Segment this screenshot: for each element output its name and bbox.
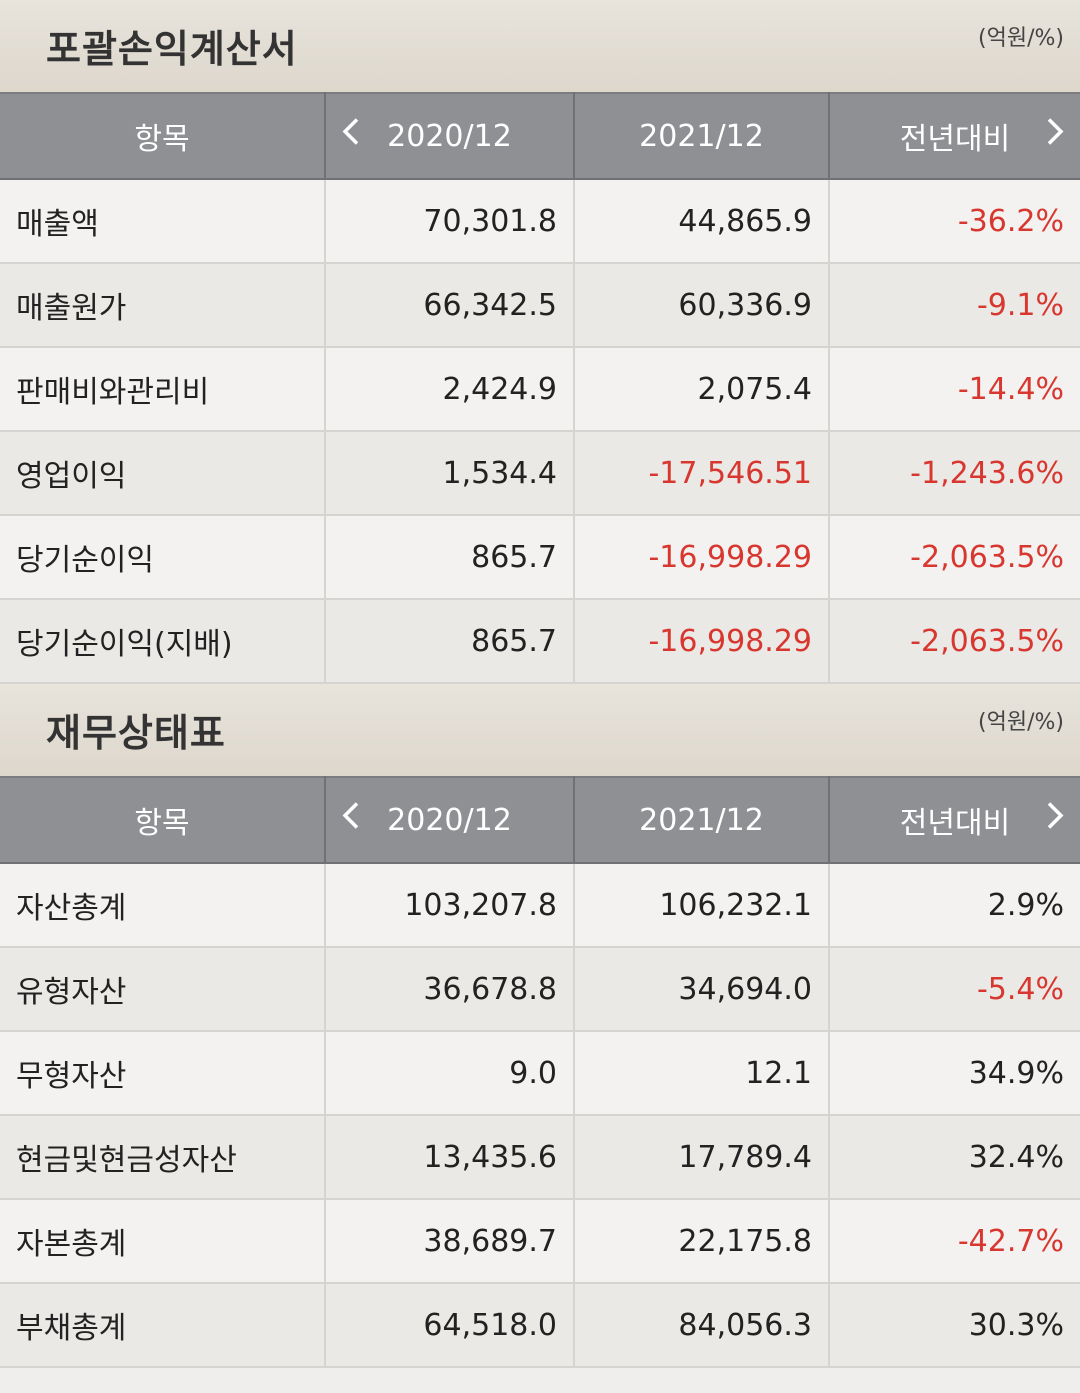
value-2020: 13,435.6 bbox=[325, 1115, 575, 1200]
value-2020: 70,301.8 bbox=[325, 179, 575, 264]
data-table: 항목 2020/12 2021/12 전년대비 매출액 70,301.8 44,865.9-… bbox=[0, 92, 1080, 684]
value-2021: 60,336.9 bbox=[574, 263, 830, 348]
value-yoy: 34.9% bbox=[829, 1031, 1080, 1116]
table-row: 부채총계 64,518.0 84,056.3 30.3% bbox=[0, 1283, 1080, 1368]
header-2020: 2020/12 bbox=[325, 776, 575, 864]
section-header: 포괄손익계산서 (억원/%) bbox=[0, 0, 1080, 92]
value-2020: 865.7 bbox=[325, 599, 575, 684]
header-label: 항목 bbox=[134, 806, 190, 841]
value-2021: 12.1 bbox=[574, 1031, 830, 1116]
table-row: 현금및현금성자산 13,435.6 17,789.4 32.4% bbox=[0, 1115, 1080, 1200]
section-title: 포괄손익계산서 bbox=[46, 27, 298, 71]
row-label: 매출액 bbox=[0, 179, 326, 264]
header-label: 항목 bbox=[134, 122, 190, 157]
table-row: 당기순이익 865.7 -16,998.29 -2,063.5% bbox=[0, 515, 1080, 600]
value-2021: 106,232.1 bbox=[574, 863, 830, 948]
chevron-right-icon[interactable] bbox=[1044, 800, 1066, 841]
table-row: 매출액 70,301.8 44,865.9 -36.2% bbox=[0, 179, 1080, 264]
header-label: 전년대비 bbox=[899, 122, 1011, 157]
value-yoy: -9.1% bbox=[829, 263, 1080, 348]
value-2021: -16,998.29 bbox=[574, 599, 830, 684]
value-yoy: -14.4% bbox=[829, 347, 1080, 432]
value-yoy: -1,243.6% bbox=[829, 431, 1080, 516]
header-label: 2020/12 bbox=[387, 802, 512, 838]
row-label: 현금및현금성자산 bbox=[0, 1115, 326, 1200]
header-item: 항목 bbox=[0, 776, 326, 864]
value-2020: 38,689.7 bbox=[325, 1199, 575, 1284]
row-label: 당기순이익 bbox=[0, 515, 326, 600]
value-2020: 64,518.0 bbox=[325, 1283, 575, 1368]
value-2021: 17,789.4 bbox=[574, 1115, 830, 1200]
header-label: 2021/12 bbox=[639, 802, 764, 838]
value-2021: 44,865.9 bbox=[574, 179, 830, 264]
value-2021: 34,694.0 bbox=[574, 947, 830, 1032]
value-2020: 66,342.5 bbox=[325, 263, 575, 348]
row-label: 자산총계 bbox=[0, 863, 326, 948]
row-label: 자본총계 bbox=[0, 1199, 326, 1284]
unit-label: (억원/%) bbox=[978, 26, 1064, 51]
value-yoy: -42.7% bbox=[829, 1199, 1080, 1284]
header-label: 2021/12 bbox=[639, 118, 764, 154]
value-2021: 2,075.4 bbox=[574, 347, 830, 432]
header-2021: 2021/12 bbox=[574, 92, 830, 180]
table-header-row: 항목 2020/12 2021/12 전년대비 bbox=[0, 776, 1080, 864]
section-header: 재무상태표 (억원/%) bbox=[0, 684, 1080, 776]
row-label: 무형자산 bbox=[0, 1031, 326, 1116]
value-yoy: 2.9% bbox=[829, 863, 1080, 948]
header-yoy: 전년대비 bbox=[829, 776, 1080, 864]
header-2020: 2020/12 bbox=[325, 92, 575, 180]
value-2021: -17,546.51 bbox=[574, 431, 830, 516]
value-2021: -16,998.29 bbox=[574, 515, 830, 600]
header-2021: 2021/12 bbox=[574, 776, 830, 864]
row-label: 당기순이익(지배) bbox=[0, 599, 326, 684]
table-row: 자본총계 38,689.7 22,175.8 -42.7% bbox=[0, 1199, 1080, 1284]
table-header-row: 항목 2020/12 2021/12 전년대비 bbox=[0, 92, 1080, 180]
chevron-right-icon[interactable] bbox=[1044, 116, 1066, 157]
chevron-left-icon[interactable] bbox=[340, 116, 362, 157]
table-row: 영업이익 1,534.4 -17,546.51 -1,243.6% bbox=[0, 431, 1080, 516]
chevron-left-icon[interactable] bbox=[340, 800, 362, 841]
section-title: 재무상태표 bbox=[46, 711, 226, 755]
value-2021: 84,056.3 bbox=[574, 1283, 830, 1368]
table-row: 유형자산 36,678.8 34,694.0 -5.4% bbox=[0, 947, 1080, 1032]
table-row: 무형자산 9.0 12.1 34.9% bbox=[0, 1031, 1080, 1116]
header-label: 2020/12 bbox=[387, 118, 512, 154]
value-2020: 2,424.9 bbox=[325, 347, 575, 432]
value-2020: 865.7 bbox=[325, 515, 575, 600]
table-row: 매출원가 66,342.5 60,336.9 -9.1% bbox=[0, 263, 1080, 348]
value-yoy: -36.2% bbox=[829, 179, 1080, 264]
header-item: 항목 bbox=[0, 92, 326, 180]
table-row: 자산총계 103,207.8 106,232.1 2.9% bbox=[0, 863, 1080, 948]
row-label: 영업이익 bbox=[0, 431, 326, 516]
row-label: 부채총계 bbox=[0, 1283, 326, 1368]
unit-label: (억원/%) bbox=[978, 710, 1064, 735]
value-2020: 36,678.8 bbox=[325, 947, 575, 1032]
value-2020: 103,207.8 bbox=[325, 863, 575, 948]
value-yoy: -2,063.5% bbox=[829, 599, 1080, 684]
value-yoy: 30.3% bbox=[829, 1283, 1080, 1368]
value-yoy: -2,063.5% bbox=[829, 515, 1080, 600]
value-2020: 9.0 bbox=[325, 1031, 575, 1116]
value-yoy: 32.4% bbox=[829, 1115, 1080, 1200]
row-label: 유형자산 bbox=[0, 947, 326, 1032]
header-label: 전년대비 bbox=[899, 806, 1011, 841]
table-row: 당기순이익(지배) 865.7 -16,998.29 -2,063.5% bbox=[0, 599, 1080, 684]
row-label: 매출원가 bbox=[0, 263, 326, 348]
table-row: 판매비와관리비 2,424.9 2,075.4 -14.4% bbox=[0, 347, 1080, 432]
header-yoy: 전년대비 bbox=[829, 92, 1080, 180]
row-label: 판매비와관리비 bbox=[0, 347, 326, 432]
value-2021: 22,175.8 bbox=[574, 1199, 830, 1284]
value-2020: 1,534.4 bbox=[325, 431, 575, 516]
value-yoy: -5.4% bbox=[829, 947, 1080, 1032]
